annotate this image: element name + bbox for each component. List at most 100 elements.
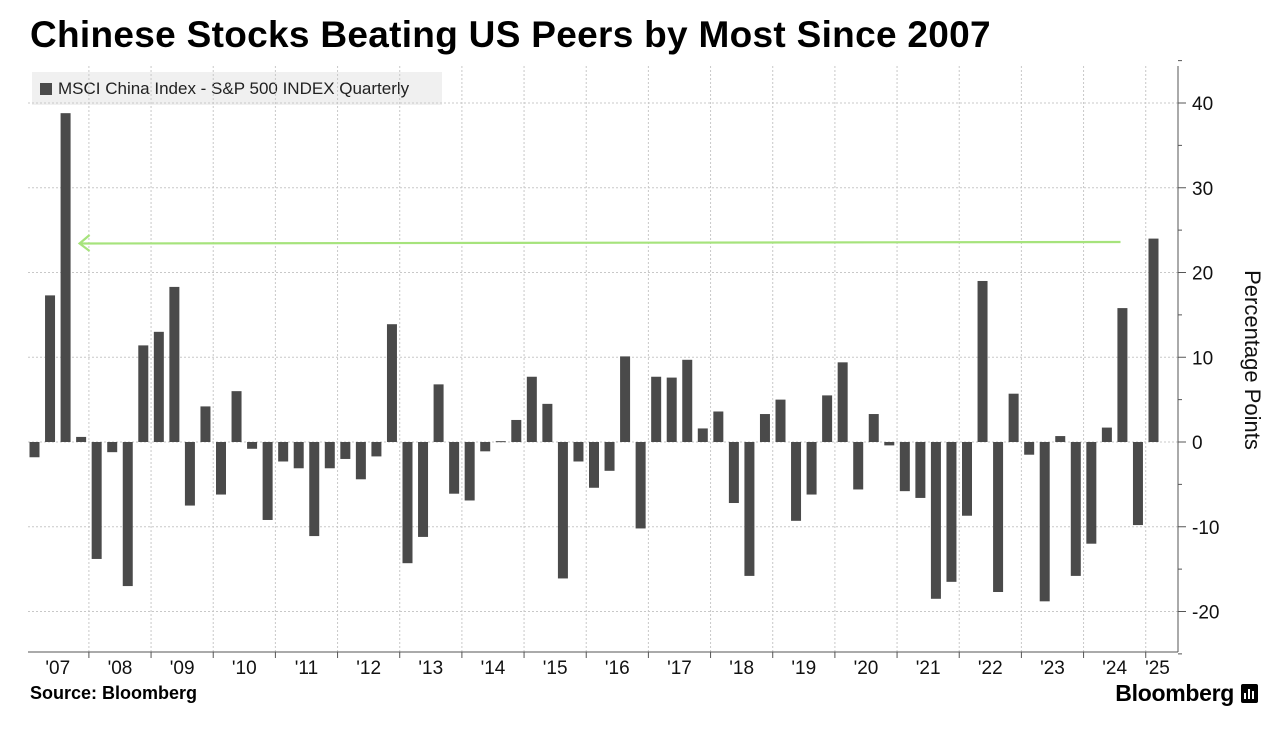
x-tick-label: '08 xyxy=(108,658,133,679)
bar xyxy=(247,442,258,449)
x-tick-label: '22 xyxy=(978,658,1003,679)
y-tick-label: 30 xyxy=(1192,179,1213,200)
bar xyxy=(324,442,335,469)
bar xyxy=(45,295,56,442)
bar xyxy=(884,442,895,446)
y-axis-label: Percentage Points xyxy=(1240,270,1265,450)
bar xyxy=(759,414,770,442)
x-tick-label: '23 xyxy=(1040,658,1065,679)
bar xyxy=(138,345,149,442)
bar xyxy=(728,442,739,504)
bar xyxy=(216,442,226,495)
bar xyxy=(542,403,553,442)
bar xyxy=(262,442,273,520)
x-tick-label: '18 xyxy=(729,658,754,679)
bar xyxy=(1117,308,1128,442)
y-tick-label: -10 xyxy=(1192,518,1219,539)
x-tick-label: '09 xyxy=(170,658,195,679)
chart-title: Chinese Stocks Beating US Peers by Most … xyxy=(30,14,991,55)
arrow-line xyxy=(79,240,1121,245)
x-tick-label: '12 xyxy=(356,658,381,679)
bar xyxy=(697,428,708,442)
bar xyxy=(589,442,599,488)
bar xyxy=(651,376,662,442)
bar xyxy=(1101,427,1112,442)
bar xyxy=(946,442,957,582)
bar xyxy=(371,442,382,457)
x-tick-label: '14 xyxy=(481,658,506,679)
bar xyxy=(806,442,817,495)
bar xyxy=(915,442,926,498)
x-tick-label: '24 xyxy=(1102,658,1127,679)
bar xyxy=(526,376,537,442)
brand-name: Bloomberg xyxy=(1115,680,1234,706)
bar xyxy=(91,442,102,559)
bar xyxy=(293,442,304,469)
x-tick-label: '15 xyxy=(543,658,568,679)
x-tick-label: '07 xyxy=(45,658,70,679)
axes: -20 -10 0 10 20 30 40 '07 '08 '09 '10 '11 '12 '13 '14 '… xyxy=(28,60,1219,679)
bar xyxy=(1039,442,1050,602)
bar xyxy=(511,419,522,442)
bar xyxy=(1132,442,1143,526)
bar xyxy=(231,391,242,442)
bar xyxy=(822,395,833,442)
bar xyxy=(60,113,71,443)
legend: MSCI China Index - S&P 500 INDEX Quarter… xyxy=(32,72,442,105)
bar xyxy=(107,442,118,453)
x-tick-label: '20 xyxy=(854,658,879,679)
arrow-head xyxy=(77,234,91,252)
x-tick-label: '13 xyxy=(418,658,443,679)
bar xyxy=(76,436,87,442)
bar xyxy=(1086,442,1097,544)
bar xyxy=(386,324,397,442)
x-tick-label: '10 xyxy=(232,658,257,679)
bar xyxy=(1008,393,1019,442)
bar xyxy=(1148,238,1159,442)
x-tick-label: '19 xyxy=(791,658,816,679)
bar xyxy=(620,356,631,442)
bar xyxy=(278,442,289,462)
y-tick-label: 0 xyxy=(1192,433,1203,454)
legend-label: MSCI China Index - S&P 500 INDEX Quarter… xyxy=(58,78,410,98)
y-tick-label: -20 xyxy=(1192,603,1219,624)
x-tick-label: '16 xyxy=(605,658,630,679)
x-tick-label: '17 xyxy=(667,658,692,679)
grid-lines xyxy=(28,66,1178,652)
bar xyxy=(744,442,755,576)
bar xyxy=(418,442,429,537)
bar xyxy=(449,442,460,494)
bars xyxy=(29,113,1159,602)
bar xyxy=(29,442,40,458)
bar xyxy=(837,362,848,442)
bar xyxy=(309,442,320,537)
bar xyxy=(682,359,693,442)
bar xyxy=(713,411,724,442)
bar xyxy=(1070,442,1081,576)
bar xyxy=(200,406,211,442)
y-tick-label: 10 xyxy=(1192,348,1213,369)
brand-logo: Bloomberg xyxy=(1115,680,1258,707)
bar xyxy=(557,442,568,579)
bar xyxy=(635,442,646,529)
bar xyxy=(775,399,786,442)
bar xyxy=(899,442,910,492)
bar xyxy=(480,442,491,452)
bar xyxy=(184,442,195,506)
bloomberg-terminal-icon xyxy=(1241,684,1258,703)
y-tick-label: 40 xyxy=(1192,94,1213,115)
x-tick-label: '21 xyxy=(916,658,941,679)
bar xyxy=(666,377,677,442)
bar xyxy=(355,442,366,480)
bar xyxy=(791,442,802,521)
bar xyxy=(977,280,988,442)
legend-swatch xyxy=(40,82,52,95)
bar xyxy=(122,442,133,587)
bar xyxy=(495,441,506,443)
source-note: Source: Bloomberg xyxy=(30,683,198,703)
bar xyxy=(962,442,972,516)
bar xyxy=(169,286,180,442)
bar xyxy=(153,331,164,442)
bar xyxy=(993,442,1004,593)
